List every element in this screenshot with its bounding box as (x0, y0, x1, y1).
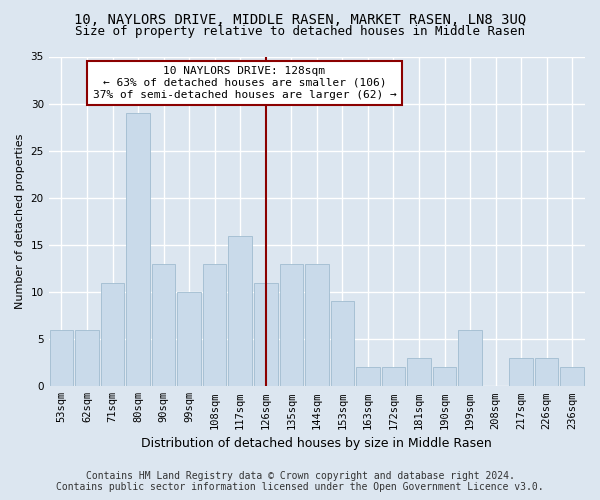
Bar (305, 264, 329, 386)
Bar (50, 330, 73, 386)
Bar (75, 330, 99, 386)
Bar (280, 264, 303, 386)
Bar (127, 113, 150, 386)
Text: Contains HM Land Registry data © Crown copyright and database right 2024.
Contai: Contains HM Land Registry data © Crown c… (56, 471, 544, 492)
Bar (152, 264, 175, 386)
Bar (356, 368, 380, 386)
Bar (382, 368, 405, 386)
Bar (101, 282, 124, 387)
Bar (331, 302, 354, 386)
Bar (560, 368, 584, 386)
X-axis label: Distribution of detached houses by size in Middle Rasen: Distribution of detached houses by size … (142, 437, 492, 450)
Y-axis label: Number of detached properties: Number of detached properties (15, 134, 25, 309)
Bar (229, 236, 252, 386)
Bar (178, 292, 201, 386)
Bar (509, 358, 533, 386)
Text: 10 NAYLORS DRIVE: 128sqm
← 63% of detached houses are smaller (106)
37% of semi-: 10 NAYLORS DRIVE: 128sqm ← 63% of detach… (92, 66, 397, 100)
Bar (254, 282, 278, 387)
Text: Size of property relative to detached houses in Middle Rasen: Size of property relative to detached ho… (75, 25, 525, 38)
Bar (407, 358, 431, 386)
Text: 10, NAYLORS DRIVE, MIDDLE RASEN, MARKET RASEN, LN8 3UQ: 10, NAYLORS DRIVE, MIDDLE RASEN, MARKET … (74, 12, 526, 26)
Bar (535, 358, 559, 386)
Bar (458, 330, 482, 386)
Bar (203, 264, 226, 386)
Bar (433, 368, 456, 386)
